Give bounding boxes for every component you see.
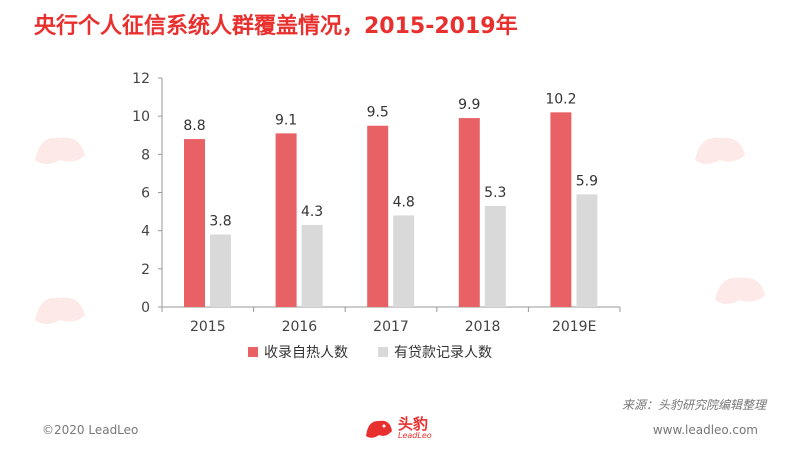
y-tick-label: 12 [132, 71, 150, 87]
bar-series2 [210, 234, 231, 307]
footer-copyright: ©2020 LeadLeo [42, 423, 139, 437]
x-tick-label: 2018 [465, 319, 501, 335]
bar-series1 [458, 118, 480, 307]
data-label: 4.3 [301, 204, 323, 220]
y-tick-label: 6 [141, 186, 150, 202]
x-tick-label: 2019E [552, 319, 596, 335]
y-tick-label: 0 [141, 300, 150, 316]
leopard-logo-icon [366, 420, 392, 438]
logo-text-cn: 头豹 [398, 414, 429, 433]
data-label: 8.8 [183, 118, 205, 134]
y-tick-label: 2 [141, 262, 150, 278]
bar-series1 [184, 139, 205, 307]
data-label: 5.9 [576, 173, 598, 189]
data-label: 3.8 [209, 213, 231, 229]
data-label: 9.5 [367, 105, 389, 121]
data-label: 10.2 [545, 91, 576, 107]
data-label: 4.8 [393, 194, 415, 210]
watermark-logo [690, 130, 750, 174]
legend-label-series2: 有贷款记录人数 [394, 345, 492, 361]
legend-item: 有贷款记录人数 [378, 342, 492, 362]
footer-logo: 头豹 LeadLeo [364, 416, 432, 440]
legend-swatch-series1 [248, 347, 258, 357]
bar-chart: 0 2 4 6 8 10 12 2015 2016 2017 2018 2019E 8.8 9.1 9.5 9… [132, 71, 621, 335]
logo-text-en: LeadLeo [398, 430, 432, 440]
legend-item: 收录自热人数 [248, 342, 348, 362]
watermark-logo [710, 270, 770, 314]
footer-website: www.leadleo.com [652, 423, 758, 437]
data-label: 9.9 [458, 97, 480, 113]
bar-series2 [576, 194, 598, 307]
x-tick-label: 2016 [282, 319, 318, 335]
legend-label-series1: 收录自热人数 [264, 345, 348, 361]
y-tick-label: 4 [141, 224, 150, 240]
chart-legend: 收录自热人数 有贷款记录人数 [248, 342, 492, 362]
x-tick-label: 2015 [190, 319, 226, 335]
bar-series2 [393, 215, 415, 307]
legend-swatch-series2 [378, 347, 388, 357]
bar-series1 [550, 112, 572, 307]
y-tick-label: 10 [132, 109, 150, 125]
page-title: 央行个人征信系统人群覆盖情况，2015-2019年 [34, 14, 518, 39]
x-tick-label: 2017 [373, 319, 409, 335]
data-label: 5.3 [484, 185, 506, 201]
bar-series2 [301, 224, 323, 307]
watermark-logo [30, 290, 90, 334]
data-label: 9.1 [275, 112, 297, 128]
bar-series2 [484, 205, 506, 307]
bar-series1 [275, 133, 297, 307]
bar-series1 [367, 125, 389, 307]
source-note: 来源：头豹研究院编辑整理 [621, 398, 766, 412]
watermark-logo [30, 130, 90, 174]
y-tick-label: 8 [141, 147, 150, 163]
